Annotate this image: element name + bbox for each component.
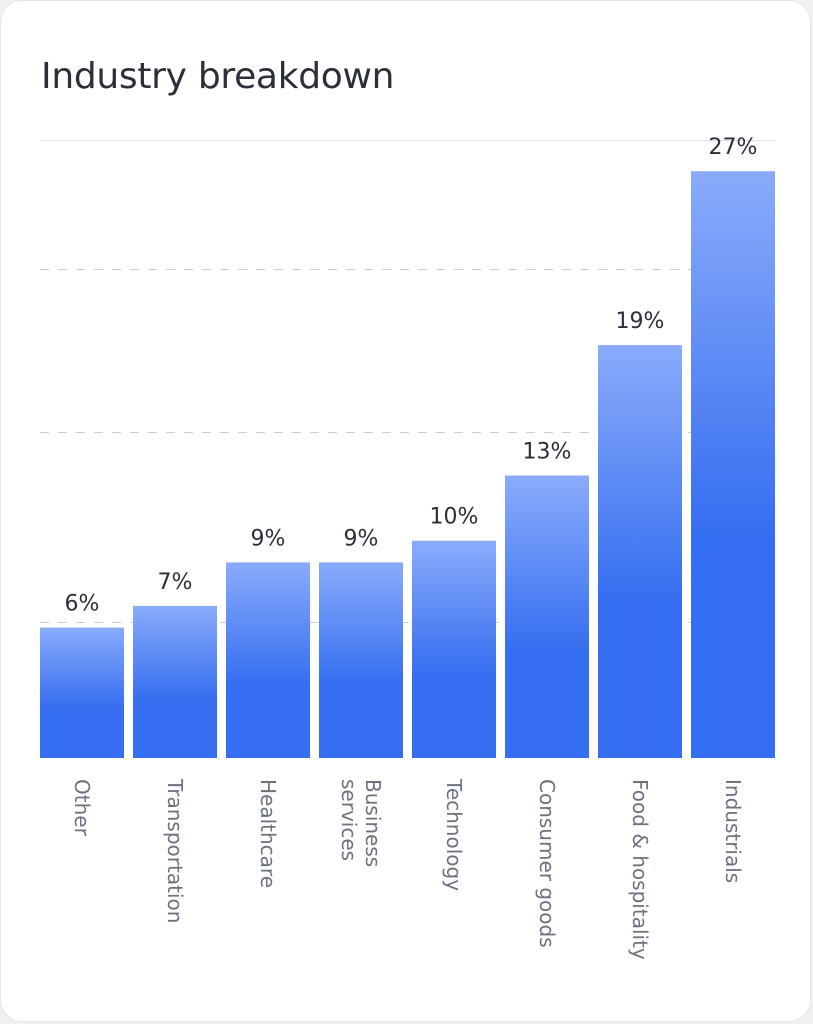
category-label-line: Business: [361, 779, 385, 867]
value-labels: 6% 7% 9% 9% 10% 13% 19% 27%: [65, 135, 758, 616]
category-labels: Other Transportation Healthcare Businessser…: [70, 778, 745, 960]
card-title: Industry breakdown: [41, 56, 395, 97]
bar: [40, 627, 124, 758]
category-label: Technology: [442, 778, 466, 891]
bar-value-label: 7%: [158, 570, 193, 595]
category-label-line: Healthcare: [256, 779, 280, 888]
bar-value-label: 27%: [709, 135, 758, 160]
title-divider: [40, 140, 775, 141]
bar-value-label: 10%: [430, 505, 479, 530]
category-label-line: Technology: [442, 778, 466, 891]
category-label: Transportation: [163, 778, 187, 923]
bar: [226, 562, 310, 758]
category-label: Food & hospitality: [628, 779, 652, 960]
bar-value-label: 6%: [65, 592, 100, 617]
bar: [319, 562, 403, 758]
category-label: Other: [70, 779, 94, 837]
category-label-line: Food & hospitality: [628, 779, 652, 960]
category-label-line: Consumer goods: [535, 779, 559, 948]
bars: [40, 171, 775, 758]
category-label: Consumer goods: [535, 779, 559, 948]
bar: [598, 345, 682, 758]
bar-value-label: 9%: [251, 526, 286, 551]
bar-value-label: 13%: [523, 440, 572, 465]
category-label-line: Transportation: [163, 778, 187, 923]
bar-value-label: 19%: [616, 309, 665, 334]
category-label: Industrials: [721, 779, 745, 883]
bar-value-label: 9%: [344, 526, 379, 551]
category-label-line: Industrials: [721, 779, 745, 883]
category-label-line: services: [337, 779, 361, 861]
bar: [133, 605, 217, 758]
category-label-line: Other: [70, 779, 94, 837]
bar: [505, 475, 589, 758]
category-label: Healthcare: [256, 779, 280, 888]
bar: [691, 171, 775, 758]
bar: [412, 540, 496, 758]
